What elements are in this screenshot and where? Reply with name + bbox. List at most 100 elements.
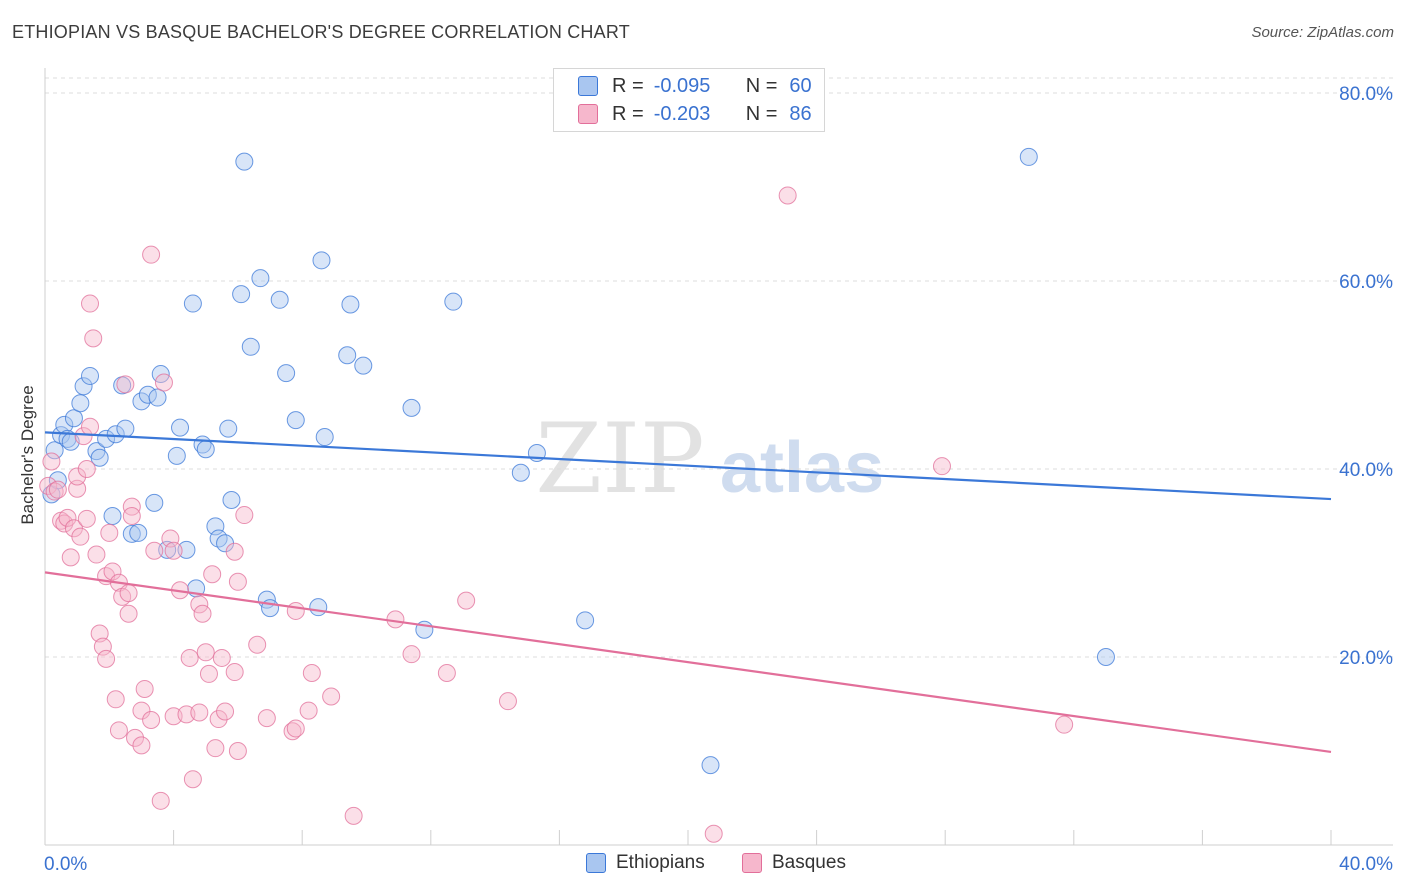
data-point-ethiopians xyxy=(235,152,254,171)
legend-swatch-ethiopians xyxy=(578,76,598,96)
data-point-basques xyxy=(206,739,225,758)
data-point-ethiopians xyxy=(402,398,421,417)
data-point-basques xyxy=(932,457,951,476)
data-point-basques xyxy=(248,635,267,654)
data-point-basques xyxy=(132,736,151,755)
data-point-basques xyxy=(257,709,276,728)
y-tick-label: 80.0% xyxy=(1339,84,1393,105)
data-point-basques xyxy=(135,679,154,698)
data-point-basques xyxy=(154,373,173,392)
data-point-basques xyxy=(61,548,80,567)
source-label: Source: ZipAtlas.com xyxy=(1251,24,1394,41)
data-point-basques xyxy=(228,742,247,760)
data-point-ethiopians xyxy=(74,377,93,396)
data-point-ethiopians xyxy=(241,337,260,356)
data-point-basques xyxy=(216,702,235,721)
data-point-basques xyxy=(97,649,116,668)
data-point-basques xyxy=(87,545,106,564)
data-point-ethiopians xyxy=(81,366,100,385)
data-point-basques xyxy=(68,467,87,486)
bottom-legend-basques: Basques xyxy=(742,852,846,874)
data-point-basques xyxy=(42,452,61,471)
data-point-basques xyxy=(283,722,302,741)
data-point-ethiopians xyxy=(444,292,463,311)
data-point-basques xyxy=(199,664,218,683)
data-point-ethiopians xyxy=(251,269,270,288)
data-point-basques xyxy=(145,541,164,560)
data-point-ethiopians xyxy=(167,446,186,465)
data-point-basques xyxy=(77,509,96,528)
data-point-basques xyxy=(74,427,93,446)
data-point-ethiopians xyxy=(196,440,215,459)
data-point-ethiopians xyxy=(158,540,177,559)
data-point-basques xyxy=(190,595,209,614)
data-point-ethiopians xyxy=(338,346,357,365)
data-point-basques xyxy=(193,604,212,623)
data-point-ethiopians xyxy=(103,507,122,525)
data-point-basques xyxy=(212,648,231,667)
data-point-basques xyxy=(402,645,421,664)
data-point-basques xyxy=(122,507,141,525)
data-point-basques xyxy=(225,542,244,561)
correlation-legend: R = -0.095 N = 60 R = -0.203 N = 86 xyxy=(553,68,825,132)
legend-n-value: 86 xyxy=(789,102,812,125)
data-point-ethiopians xyxy=(116,419,135,438)
data-point-ethiopians xyxy=(48,471,67,490)
data-point-basques xyxy=(45,482,64,501)
data-point-basques xyxy=(58,508,77,527)
data-point-basques xyxy=(119,584,138,603)
data-point-basques xyxy=(116,375,135,394)
data-point-ethiopians xyxy=(222,491,241,510)
data-point-ethiopians xyxy=(122,524,141,543)
data-point-ethiopians xyxy=(576,611,595,630)
legend-label-ethiopians: Ethiopians xyxy=(616,852,705,873)
legend-swatch-ethiopians xyxy=(586,853,606,873)
data-point-basques xyxy=(209,710,228,729)
data-point-basques xyxy=(106,690,125,709)
data-point-ethiopians xyxy=(354,356,373,375)
data-point-ethiopians xyxy=(145,493,164,512)
legend-swatch-basques xyxy=(742,853,762,873)
data-point-basques xyxy=(84,329,103,348)
data-point-basques xyxy=(302,663,321,682)
data-point-basques xyxy=(132,701,151,720)
data-point-basques xyxy=(299,701,318,720)
legend-row-basques: R = -0.203 N = 86 xyxy=(578,102,812,126)
data-point-ethiopians xyxy=(1019,147,1038,166)
data-point-ethiopians xyxy=(177,540,196,559)
legend-r-label: R = xyxy=(612,102,644,125)
data-point-ethiopians xyxy=(90,448,109,467)
data-point-ethiopians xyxy=(232,285,251,304)
data-point-ethiopians xyxy=(701,756,720,775)
data-point-basques xyxy=(235,506,254,525)
bottom-legend-ethiopians: Ethiopians xyxy=(586,852,705,874)
data-point-ethiopians xyxy=(309,598,328,617)
data-point-basques xyxy=(1055,715,1074,734)
data-point-basques xyxy=(498,692,517,711)
y-tick-label: 60.0% xyxy=(1339,272,1393,293)
data-point-basques xyxy=(142,710,161,729)
data-point-basques xyxy=(225,663,244,682)
y-tick-label: 20.0% xyxy=(1339,648,1393,669)
data-point-ethiopians xyxy=(183,294,202,313)
data-point-basques xyxy=(55,514,74,533)
data-point-basques xyxy=(68,479,87,498)
legend-n-value: 60 xyxy=(789,74,812,97)
data-point-basques xyxy=(81,417,100,436)
data-point-basques xyxy=(122,497,141,516)
data-point-ethiopians xyxy=(106,425,125,444)
data-point-ethiopians xyxy=(511,463,530,482)
data-point-ethiopians xyxy=(312,251,331,270)
data-point-basques xyxy=(164,541,183,560)
data-point-ethiopians xyxy=(341,295,360,314)
data-point-basques xyxy=(286,601,305,620)
legend-r-label: R = xyxy=(612,74,644,97)
data-point-basques xyxy=(344,806,363,825)
data-point-basques xyxy=(778,186,797,205)
data-point-basques xyxy=(704,824,723,843)
data-point-basques xyxy=(151,791,170,810)
data-point-basques xyxy=(457,591,476,610)
data-point-basques xyxy=(142,245,161,264)
chart-title: ETHIOPIAN VS BASQUE BACHELOR'S DEGREE CO… xyxy=(12,22,630,42)
